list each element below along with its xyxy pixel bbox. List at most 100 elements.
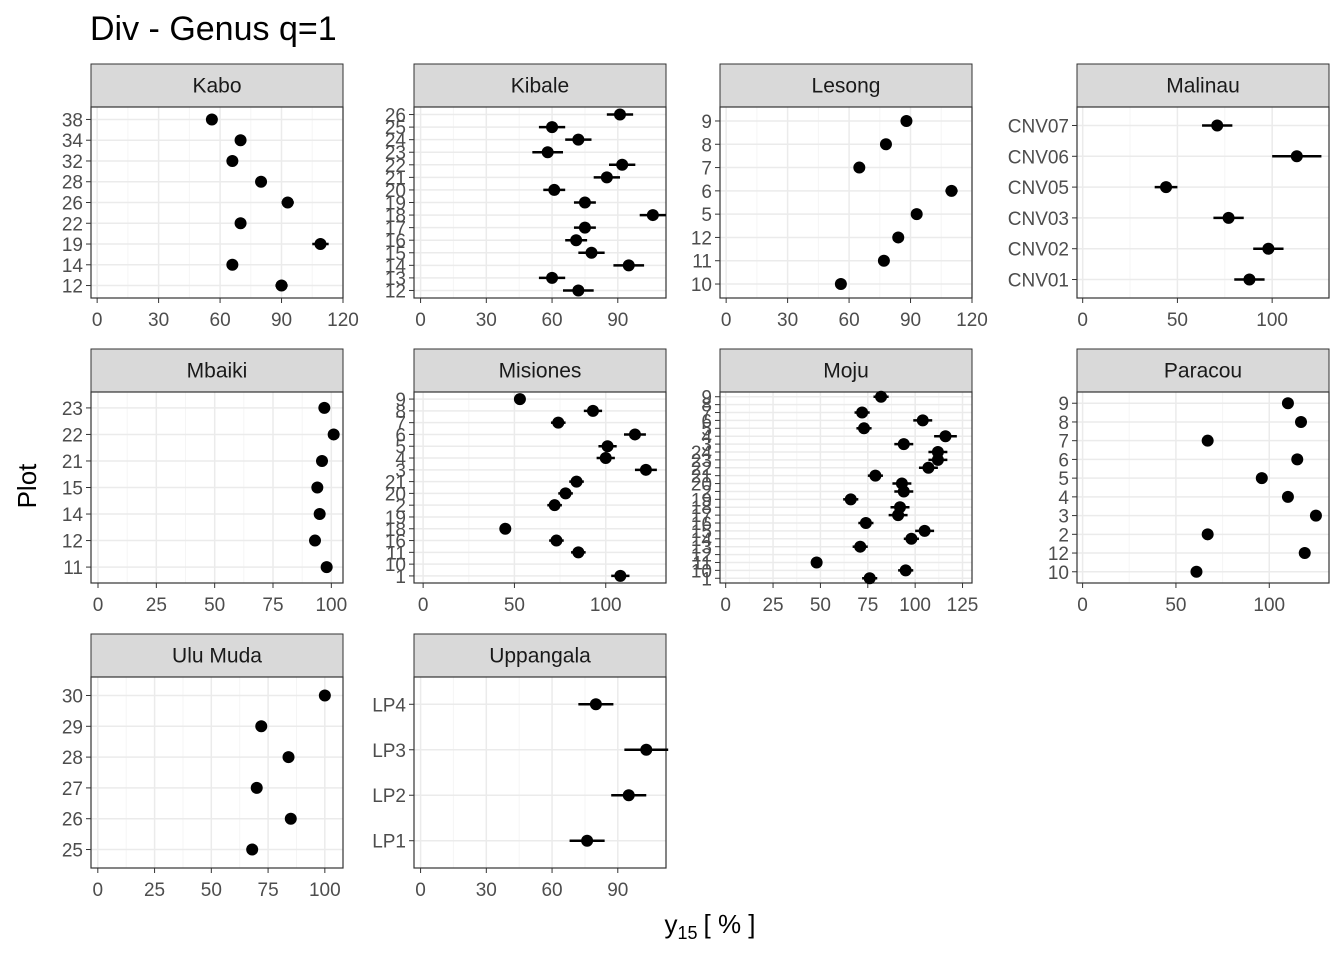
y-tick-label: 3 (1058, 507, 1069, 528)
x-tick-label: 60 (210, 310, 231, 331)
data-point (879, 138, 892, 151)
y-tick-label: 25 (62, 841, 83, 862)
data-point (275, 279, 288, 292)
facet-label: Kabo (192, 75, 241, 98)
data-point (858, 422, 870, 435)
y-tick-label: 11 (63, 558, 83, 579)
y-tick-label: 24 (691, 443, 713, 464)
data-point (945, 184, 958, 197)
data-point (234, 217, 247, 230)
y-tick-label: 19 (385, 508, 406, 529)
y-tick-label: 10 (691, 561, 712, 582)
y-tick-label: 4 (395, 449, 406, 470)
y-tick-label: 6 (701, 411, 712, 432)
x-tick-label: 90 (271, 310, 292, 331)
panel-background (720, 107, 972, 298)
facet-strip (90, 63, 344, 108)
x-axis-title: y15 [ % ] (664, 909, 755, 943)
data-point (226, 258, 239, 271)
y-tick-label: 5 (1058, 469, 1069, 490)
data-point (550, 534, 563, 547)
y-axis-title: Plot (12, 463, 42, 509)
data-point (899, 564, 912, 577)
data-point (548, 499, 561, 512)
data-point (1298, 547, 1311, 560)
x-tick-label: 100 (1256, 310, 1288, 331)
facet-strip (413, 633, 667, 678)
y-tick-label: 4 (701, 427, 712, 448)
x-tick-label: 30 (148, 310, 169, 331)
panel-background (91, 677, 343, 868)
y-tick-label: 6 (701, 182, 712, 203)
data-point (234, 134, 247, 147)
data-point (599, 452, 612, 465)
data-point (869, 469, 882, 482)
y-tick-label: 21 (691, 467, 712, 488)
x-tick-label: 100 (590, 595, 622, 616)
y-tick-label: 15 (62, 479, 83, 500)
y-tick-label: 10 (385, 555, 406, 576)
facet-malinau: Malinau CNV01 CNV02 CNV03 CNV05 CNV06 CNV07 0 50… (1008, 63, 1330, 331)
data-point (318, 689, 331, 702)
data-point (931, 445, 944, 458)
data-point (856, 406, 869, 419)
y-tick-label: 20 (691, 475, 712, 496)
data-point (572, 284, 585, 297)
y-tick-label: 2 (701, 482, 712, 503)
data-point (284, 812, 297, 825)
y-tick-label: 1 (395, 567, 406, 588)
x-tick-label: 25 (144, 880, 165, 901)
data-point (875, 390, 888, 403)
y-tick-label: 9 (1058, 394, 1069, 415)
x-tick-label: 0 (93, 595, 104, 616)
x-tick-label: 50 (201, 880, 222, 901)
data-point (910, 208, 923, 221)
data-point (316, 454, 328, 467)
y-tick-label: 22 (691, 459, 712, 480)
data-point (1201, 528, 1214, 541)
y-tick-label: 21 (385, 473, 406, 494)
x-tick-label: 75 (258, 880, 279, 901)
y-tick-label: 9 (395, 390, 406, 411)
y-tick-label: 6 (1058, 450, 1069, 471)
data-point (916, 414, 929, 427)
y-tick-label: CNV07 (1008, 116, 1069, 137)
data-point (1222, 211, 1235, 224)
y-tick-label: LP4 (372, 695, 406, 716)
data-point (1291, 453, 1304, 466)
facet-strip (719, 63, 973, 108)
data-point (313, 508, 326, 521)
y-tick-label: 7 (701, 159, 712, 180)
data-point (877, 254, 890, 267)
x-tick-label: 0 (415, 310, 426, 331)
y-tick-label: 29 (62, 717, 83, 738)
data-point (250, 781, 263, 794)
y-tick-label: 10 (1048, 563, 1069, 584)
data-point (282, 751, 295, 764)
facet-mbaiki: Mbaiki 11 12 14 15 21 22 23 0 25 50 75 100 (62, 348, 347, 616)
y-tick-label: 13 (385, 269, 406, 290)
y-tick-label: CNV03 (1008, 209, 1069, 230)
data-point (614, 569, 627, 582)
data-point (895, 477, 908, 490)
y-tick-label: 15 (691, 522, 712, 543)
data-point (546, 121, 559, 134)
y-tick-label: 20 (385, 484, 406, 505)
y-tick-label: 11 (692, 553, 712, 574)
y-tick-label: 32 (62, 152, 83, 173)
data-point (1290, 150, 1303, 163)
y-tick-label: 15 (385, 244, 406, 265)
data-point (844, 493, 857, 506)
data-point (578, 196, 591, 209)
y-tick-label: 12 (1048, 544, 1069, 565)
panel-background (414, 677, 666, 868)
data-point (922, 461, 935, 474)
y-tick-label: 17 (691, 506, 712, 527)
x-tick-label: 60 (541, 880, 562, 901)
x-tick-label: 100 (309, 880, 341, 901)
x-tick-label: 30 (777, 310, 798, 331)
y-tick-label: 6 (395, 425, 406, 446)
data-point (897, 438, 910, 451)
panel-border (413, 391, 667, 584)
